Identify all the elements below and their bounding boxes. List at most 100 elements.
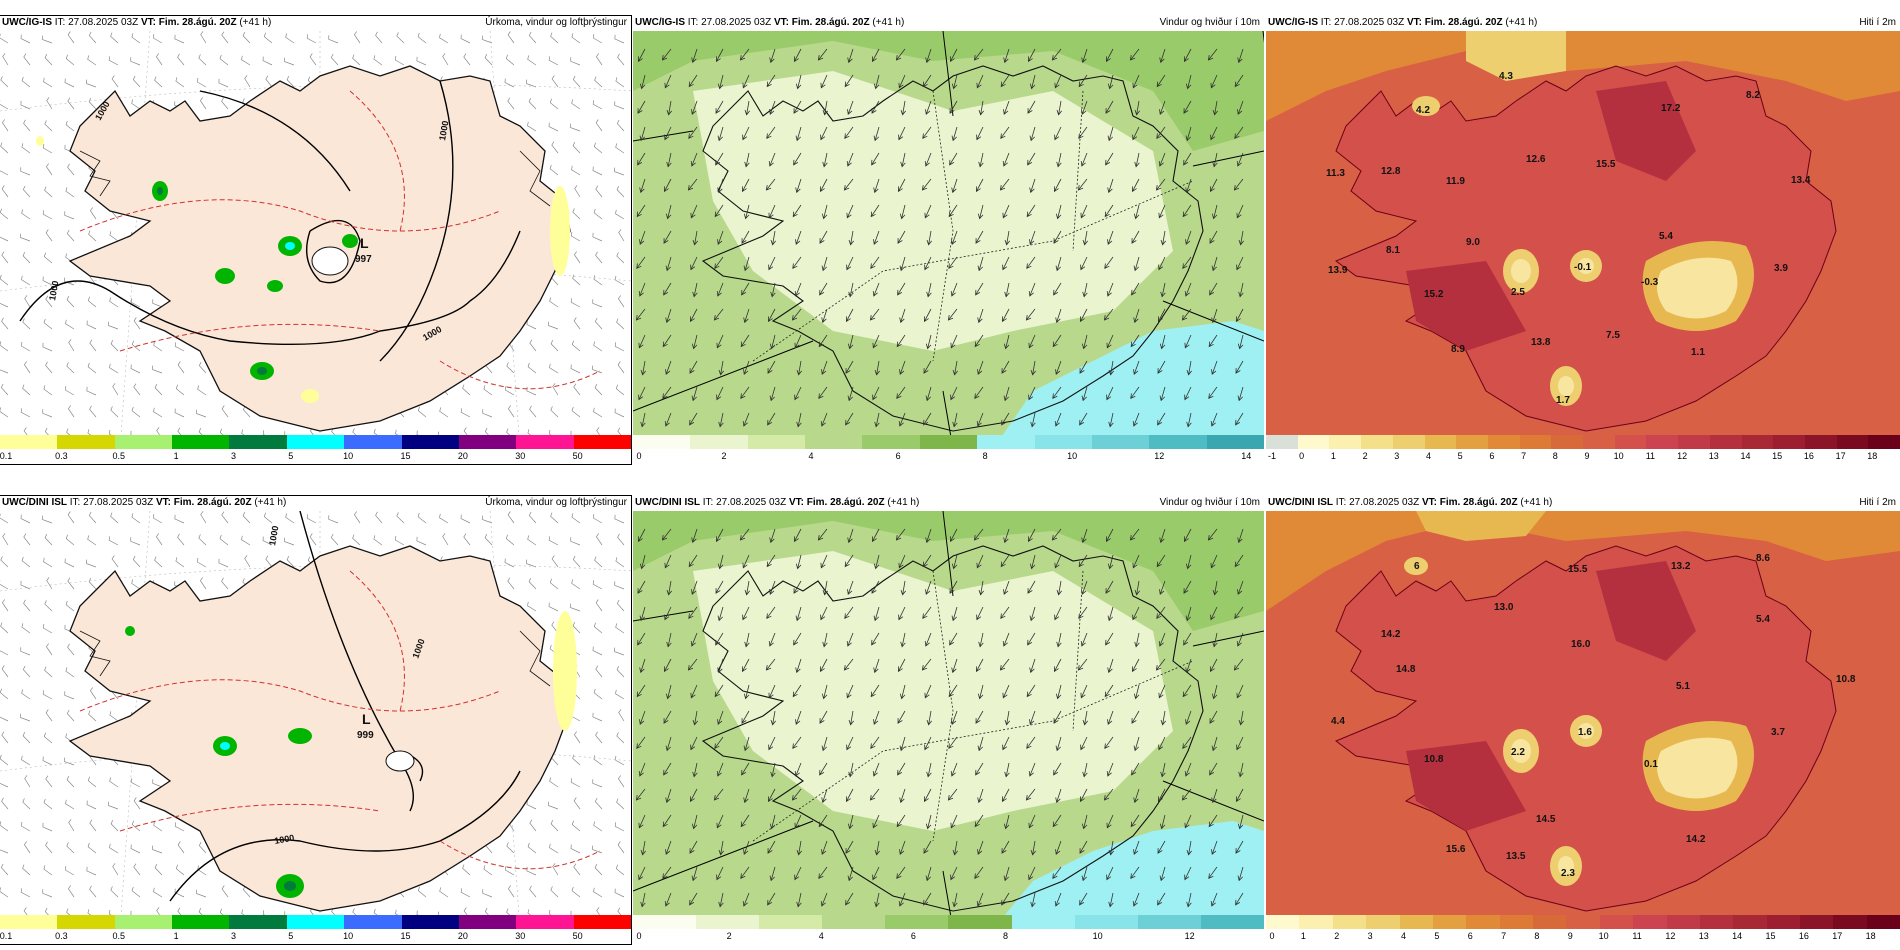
wind-arrow [820, 658, 828, 673]
wind-barb [592, 33, 603, 44]
wind-arrow [691, 48, 698, 64]
wind-barb [42, 756, 53, 766]
wind-arrow [744, 632, 750, 648]
model-name: UWC/DINI ISL [2, 497, 67, 508]
wind-arrow [1106, 762, 1114, 777]
wind-barb [65, 534, 75, 546]
wind-arrow [1056, 152, 1062, 168]
wind-arrow [769, 866, 776, 882]
wind-arrow [1029, 710, 1036, 725]
colorbar-swatch [1074, 915, 1138, 929]
wind-arrow [1208, 334, 1218, 348]
colorbar-swatch [1011, 915, 1075, 929]
wind-barb [65, 54, 75, 66]
wind-arrow [869, 788, 880, 801]
colorbar-tick-label: 6 [910, 931, 916, 941]
wind-barb [442, 533, 449, 546]
wind-barb [152, 33, 163, 44]
wind-barb [549, 843, 559, 854]
isobar-label: 1000 [437, 120, 450, 141]
wind-arrow [1106, 48, 1114, 63]
wind-barb [0, 513, 9, 524]
colorbar-swatch [172, 435, 230, 449]
wind-barb [592, 513, 603, 524]
wind-arrow [1025, 788, 1036, 801]
svg-text:9.0: 9.0 [1466, 237, 1480, 248]
wind-arrow [874, 840, 881, 856]
wind-arrow [692, 710, 699, 726]
svg-text:12.6: 12.6 [1526, 154, 1546, 165]
lead-time: (+41 h) [872, 17, 905, 28]
wind-barb [614, 275, 625, 286]
wind-barb [89, 339, 97, 352]
wind-arrow [1183, 580, 1192, 594]
wind-arrow [872, 528, 880, 543]
wind-barb [64, 691, 75, 700]
wind-arrow [873, 606, 880, 622]
wind-barb [20, 100, 31, 110]
wind-barb [110, 32, 119, 44]
wind-barb [529, 885, 537, 898]
colorbar-tick-label: 11 [1645, 451, 1656, 461]
colorbar-swatch [1833, 915, 1867, 929]
colorbar-tick-label: 8 [982, 451, 988, 461]
wind-arrow [873, 658, 880, 674]
wind-barb [44, 666, 53, 678]
wind-arrow [1081, 100, 1088, 115]
wind-barb [43, 318, 53, 330]
init-time: IT: 27.08.2025 03Z [1320, 17, 1405, 28]
wind-arrow [1209, 282, 1218, 296]
wind-arrow [716, 334, 724, 349]
wind-barb [65, 600, 75, 612]
wind-barb [573, 863, 581, 876]
wind-arrow [1211, 360, 1218, 375]
wind-arrow [1054, 554, 1062, 569]
colorbar-swatch [114, 915, 173, 929]
wind-arrow [1003, 48, 1010, 64]
wind-barb [175, 864, 185, 876]
wind-arrow [1106, 386, 1114, 401]
wind-barb [152, 779, 163, 788]
wind-arrow [743, 308, 750, 324]
wind-arrow [794, 814, 802, 829]
colorbar-tick-label: 0.5 [112, 931, 125, 941]
wind-arrow [1132, 74, 1140, 89]
wind-barb [352, 54, 361, 66]
wind-arrow [716, 814, 724, 829]
wind-barb [484, 54, 493, 66]
model-name: UWC/DINI ISL [635, 497, 700, 508]
wind-arrow [1158, 788, 1166, 803]
isobar-lines [19, 80, 521, 362]
wind-arrow [1104, 736, 1114, 749]
wind-barb [617, 361, 625, 374]
wind-barb [462, 864, 471, 876]
wind-arrow [977, 788, 984, 804]
wind-arrow [1055, 204, 1062, 220]
wind-arrow [976, 178, 984, 193]
wind-barb [529, 339, 537, 352]
wind-arrow [1055, 788, 1062, 804]
wind-barb [130, 57, 141, 66]
wind-barb [66, 842, 75, 854]
wind-arrow [870, 684, 880, 698]
wind-arrow [769, 334, 776, 350]
wind-arrow [1185, 126, 1192, 142]
wind-barb [526, 386, 537, 396]
wind-barb [396, 32, 405, 44]
wind-arrow [638, 282, 646, 297]
wind-arrow [794, 762, 802, 777]
wind-barb [528, 98, 537, 110]
colorbar-tick-label: 0.5 [112, 451, 125, 461]
wind-barb [618, 229, 625, 242]
colorbar-tick-label: 12 [1665, 931, 1676, 941]
wind-barb [0, 170, 9, 176]
svg-text:3.9: 3.9 [1774, 263, 1788, 274]
wind-arrow [1029, 178, 1036, 194]
wind-arrow [1003, 386, 1010, 402]
district-lines [752, 90, 1194, 362]
wind-arrow [951, 126, 958, 142]
wind-arrow [1133, 736, 1140, 752]
wind-arrow [951, 710, 958, 725]
colorbar-swatch [1466, 915, 1500, 929]
wind-barb [86, 866, 97, 876]
